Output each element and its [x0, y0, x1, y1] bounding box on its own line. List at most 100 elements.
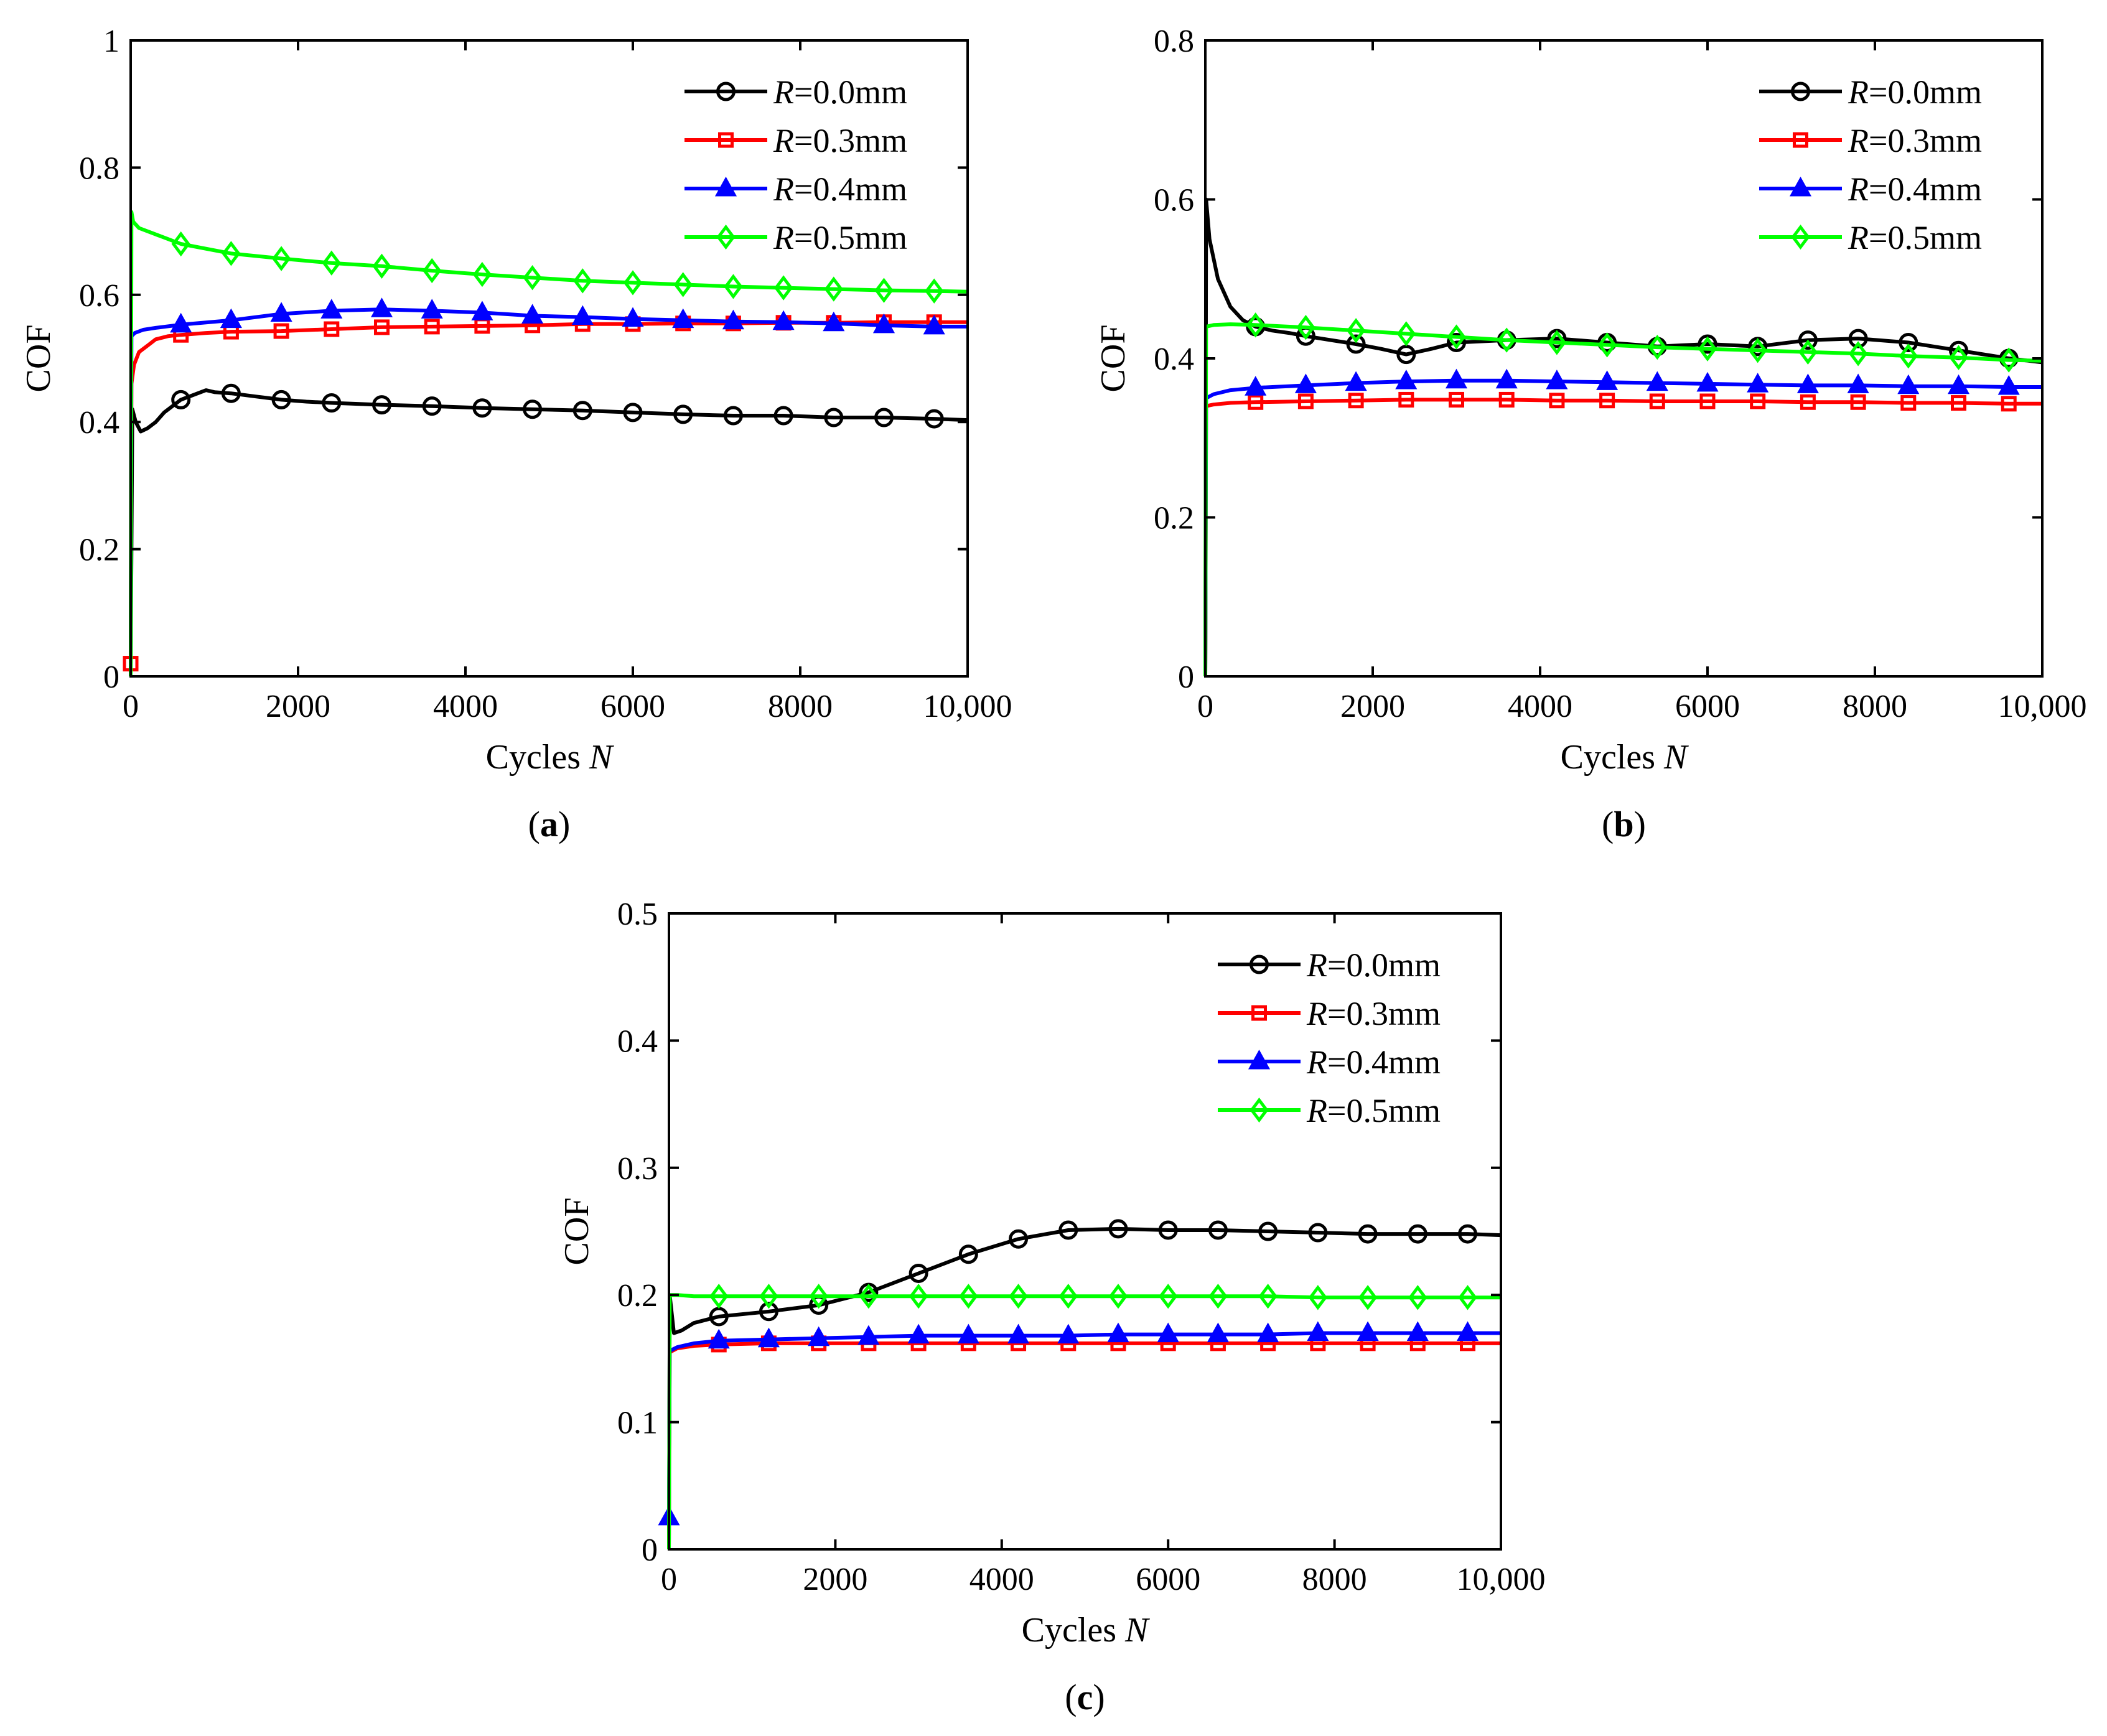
- data-point-marker: [809, 1284, 828, 1309]
- legend-entry-variable: R: [1306, 1092, 1327, 1129]
- panel-caption-letter: a: [540, 804, 558, 844]
- data-point-marker: [1747, 373, 1769, 393]
- data-point-marker: [370, 297, 393, 317]
- data-point-marker: [1847, 373, 1869, 393]
- series-line: [1203, 398, 2042, 677]
- legend-entry: R=0.3mm: [1848, 122, 1982, 159]
- x-tick-label: 2000: [803, 1562, 867, 1597]
- legend-entry-value: =0.5mm: [1869, 219, 1982, 256]
- series-line: [667, 1293, 1501, 1550]
- legend-marker: [1791, 82, 1810, 101]
- data-point-marker: [1007, 1323, 1030, 1344]
- panel-caption-close: ): [1634, 804, 1646, 844]
- legend-entry-value: =0.5mm: [1327, 1092, 1441, 1129]
- data-point-marker: [1159, 1284, 1178, 1309]
- data-point-marker: [1599, 393, 1615, 409]
- x-tick-label: 6000: [1675, 689, 1740, 724]
- axes-frame: [129, 39, 969, 678]
- data-point-marker: [320, 299, 343, 319]
- y-tick-label: 0.4: [79, 405, 119, 441]
- data-point-marker: [1546, 369, 1568, 390]
- data-point-marker: [222, 241, 241, 266]
- data-point-marker: [1899, 332, 1918, 352]
- data-point-marker: [1596, 370, 1619, 390]
- data-point-marker: [271, 246, 291, 271]
- panel-caption-open: (: [528, 804, 540, 844]
- x-axis-label-text: Cycles: [1561, 738, 1664, 777]
- data-point-marker: [1058, 1284, 1078, 1309]
- legend-marker: [1250, 1097, 1269, 1123]
- y-tick-label: 0.6: [1154, 183, 1194, 218]
- data-point-marker: [874, 278, 894, 303]
- x-axis-label: Cycles N: [1561, 738, 1689, 777]
- x-axis-label: Cycles N: [486, 738, 614, 777]
- data-point-marker: [1850, 394, 1866, 410]
- data-point-marker: [925, 278, 944, 304]
- data-point-marker: [1358, 1224, 1378, 1244]
- series-line: [129, 307, 968, 677]
- data-point-marker: [1307, 1321, 1329, 1342]
- y-tick-label: 0.3: [617, 1151, 658, 1187]
- data-point-marker: [1346, 318, 1366, 343]
- legend-entry-value: =0.0mm: [1327, 946, 1441, 984]
- data-point-marker: [924, 409, 944, 429]
- data-point-marker: [1208, 1284, 1228, 1309]
- data-point-marker: [271, 390, 291, 409]
- data-point-marker: [1447, 324, 1466, 350]
- series-group: [129, 383, 968, 677]
- data-point-marker: [1396, 321, 1416, 347]
- data-point-marker: [273, 323, 289, 339]
- data-point-marker: [708, 1328, 730, 1349]
- data-point-marker: [1294, 373, 1317, 393]
- y-tick-label: 0.4: [617, 1024, 658, 1059]
- legend-marker: [1793, 132, 1808, 148]
- data-point-marker: [757, 1327, 780, 1348]
- y-tick-label: 0.4: [1154, 342, 1194, 377]
- data-point-marker: [722, 309, 744, 330]
- data-point-marker: [1009, 1284, 1028, 1309]
- panel-caption: (a): [528, 804, 571, 844]
- data-point-marker: [1406, 1321, 1429, 1342]
- legend-entry: R=0.0mm: [1306, 946, 1441, 984]
- data-point-marker: [1798, 339, 1818, 365]
- data-point-marker: [1497, 327, 1516, 353]
- data-point-marker: [1308, 1285, 1327, 1310]
- data-point-marker: [2001, 396, 2017, 412]
- series-group: [1203, 368, 2042, 677]
- data-point-marker: [1157, 1322, 1179, 1343]
- data-point-marker: [1999, 347, 2019, 373]
- panel-caption-close: ): [1093, 1677, 1105, 1717]
- legend-marker: [1789, 176, 1812, 197]
- data-point-marker: [1456, 1321, 1479, 1342]
- series-group: [129, 297, 968, 677]
- x-tick-label: 8000: [1843, 689, 1907, 724]
- y-axis-label: COF: [19, 325, 58, 393]
- panel-caption-close: ): [558, 804, 570, 844]
- legend-marker: [1791, 224, 1810, 250]
- x-tick-label: 4000: [1508, 689, 1572, 724]
- data-point-marker: [1258, 1221, 1278, 1241]
- data-point-marker: [471, 301, 493, 320]
- data-point-marker: [723, 406, 743, 426]
- data-point-marker: [1348, 393, 1364, 409]
- series-line: [1203, 322, 2043, 677]
- legend-entry: R=0.4mm: [1306, 1043, 1441, 1081]
- data-point-marker: [1549, 393, 1565, 409]
- panel-caption-letter: b: [1614, 804, 1633, 844]
- data-point-marker: [421, 299, 443, 319]
- x-tick-label: 10,000: [1998, 689, 2087, 724]
- data-point-marker: [957, 1323, 979, 1344]
- data-point-marker: [823, 311, 845, 332]
- y-tick-label: 0.6: [79, 278, 119, 314]
- data-point-marker: [824, 408, 844, 427]
- legend-entry-value: =0.0mm: [794, 73, 907, 111]
- data-point-marker: [1408, 1285, 1427, 1310]
- data-point-marker: [1899, 343, 1918, 369]
- data-point-marker: [1158, 1220, 1178, 1240]
- legend-entry-value: =0.4mm: [1869, 170, 1982, 208]
- legend-entry-variable: R: [1306, 946, 1327, 984]
- data-point-marker: [1398, 391, 1414, 408]
- data-point-marker: [1297, 393, 1314, 409]
- data-point-marker: [1245, 376, 1267, 396]
